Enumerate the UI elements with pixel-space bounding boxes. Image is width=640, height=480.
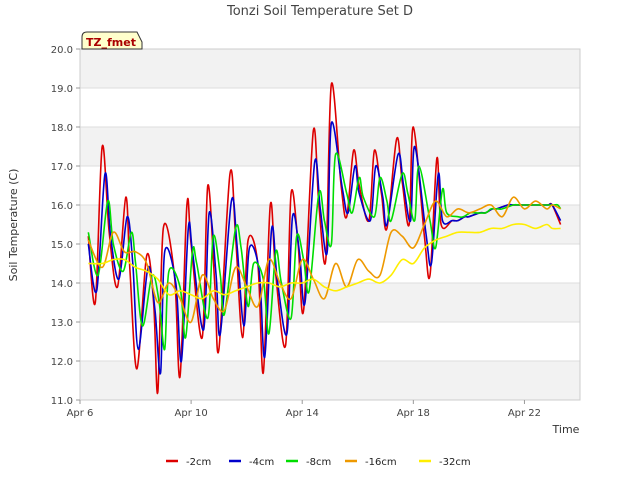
x-axis-label: Time (552, 423, 580, 436)
legend-label: -16cm (365, 457, 397, 468)
series-layer (87, 82, 562, 395)
badge-label: TZ_fmet (86, 36, 136, 49)
series-line-minus-8cm (87, 152, 562, 351)
y-tick-label: 16.0 (51, 201, 73, 212)
y-tick-label: 18.0 (51, 123, 73, 134)
y-tick-label: 14.0 (51, 279, 73, 290)
legend-label: -4cm (249, 457, 274, 468)
series-line-minus-32cm (88, 223, 561, 300)
y-tick-label: 13.0 (51, 318, 73, 329)
x-tick-label: Apr 6 (67, 408, 94, 419)
legend-item: -2cm (166, 457, 211, 468)
plot-band (80, 361, 580, 400)
chart-title: Tonzi Soil Temperature Set D (226, 4, 413, 19)
y-tick-label: 12.0 (51, 357, 73, 368)
series-line-minus-4cm (87, 121, 562, 375)
legend-label: -32cm (439, 457, 471, 468)
x-tick-label: Apr 14 (286, 408, 319, 419)
x-axis-ticks: Apr 6 Apr 10 Apr 14 Apr 18 Apr 22 (67, 400, 541, 419)
x-tick-label: Apr 10 (175, 408, 208, 419)
legend: -2cm -4cm -8cm -16cm -32cm (166, 457, 471, 468)
x-tick-label: Apr 22 (508, 408, 541, 419)
legend-item: -8cm (286, 457, 331, 468)
plot-band (80, 49, 580, 88)
y-tick-label: 20.0 (51, 45, 73, 56)
plot-frame (79, 48, 581, 401)
y-axis-ticks: 11.0 12.0 13.0 14.0 15.0 16.0 17.0 18.0 19.0 20.0 (51, 45, 80, 407)
y-axis-label: Soil Temperature (C) (7, 169, 20, 282)
legend-label: -2cm (186, 457, 211, 468)
x-tick-label: Apr 18 (397, 408, 430, 419)
y-tick-label: 15.0 (51, 240, 73, 251)
tz-fmet-badge: TZ_fmet (81, 31, 143, 50)
legend-item: -32cm (419, 457, 471, 468)
y-tick-label: 19.0 (51, 84, 73, 95)
y-tick-label: 11.0 (51, 396, 73, 407)
legend-label: -8cm (306, 457, 331, 468)
series-line-minus-16cm (87, 196, 561, 324)
legend-item: -4cm (229, 457, 274, 468)
legend-item: -16cm (345, 457, 397, 468)
y-tick-label: 17.0 (51, 162, 73, 173)
badge-shape (81, 31, 143, 50)
plot-band (80, 205, 580, 244)
